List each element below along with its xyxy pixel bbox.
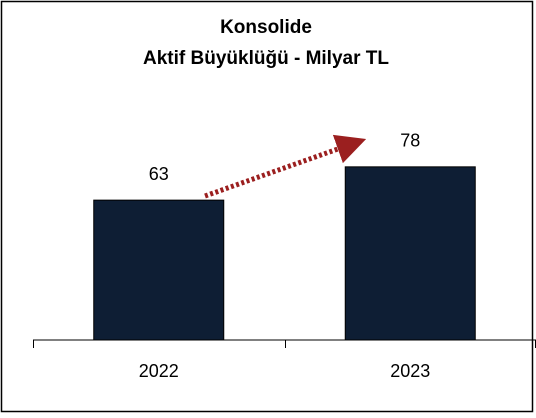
value-label: 78 [400, 131, 420, 151]
value-label: 63 [149, 164, 169, 184]
bar [344, 166, 476, 341]
chart-title: Konsolide [220, 17, 312, 38]
plot: 2022 63 2023 78 [93, 131, 476, 381]
growth-arrow [204, 134, 367, 199]
chart-title: Aktif Büyüklüğü - Milyar TL [143, 48, 389, 69]
bar [93, 199, 225, 341]
x-tick-label: 2023 [390, 361, 430, 381]
x-tick-label: 2022 [139, 361, 179, 381]
